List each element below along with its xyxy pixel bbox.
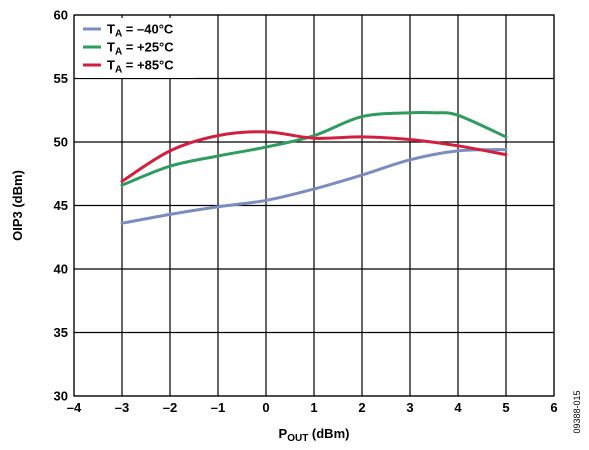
x-tick-label: 5 [502,400,509,415]
x-tick-label: –3 [115,400,129,415]
x-tick-label: 2 [358,400,365,415]
x-tick-label: 6 [550,400,557,415]
x-tick-label: 0 [262,400,269,415]
x-axis-label-main: P [279,426,288,441]
y-tick-label: 30 [54,389,68,404]
legend-label-1: TA = +25°C [107,40,174,58]
legend-label-0: TA = –40°C [107,22,174,40]
series-line-2 [120,130,508,183]
y-tick-label: 35 [54,325,68,340]
y-axis-label: OIP3 (dBm) [10,170,25,241]
x-tick-label: –1 [211,400,225,415]
x-tick-label: –4 [67,400,82,415]
series-line-0 [120,148,508,225]
legend: TA = –40°CTA = +25°CTA = +85°C [77,18,195,78]
plot-frame [73,14,555,397]
y-tick-label: 55 [54,71,68,86]
y-tick-label: 40 [54,262,68,277]
y-tick-label: 60 [54,8,68,23]
y-tick-labels: 30 35 40 45 50 55 60 [54,8,68,404]
x-tick-label: 4 [454,400,462,415]
y-tick-label: 45 [54,198,68,213]
series-line-1 [120,110,508,187]
x-tick-label: –2 [163,400,177,415]
x-axis-label-unit: (dBm) [308,426,349,441]
figure-id: 09388-015 [572,390,582,433]
y-tick-label: 50 [54,135,68,150]
x-tick-label: 1 [310,400,317,415]
x-tick-label: 3 [406,400,413,415]
x-tick-labels: –4 –3 –2 –1 0 1 2 3 4 5 6 [67,400,558,415]
series-lines [120,110,508,225]
x-axis-label: POUT (dBm) [279,426,350,444]
legend-label-2: TA = +85°C [107,58,174,76]
x-axis-label-sub: OUT [287,433,308,444]
